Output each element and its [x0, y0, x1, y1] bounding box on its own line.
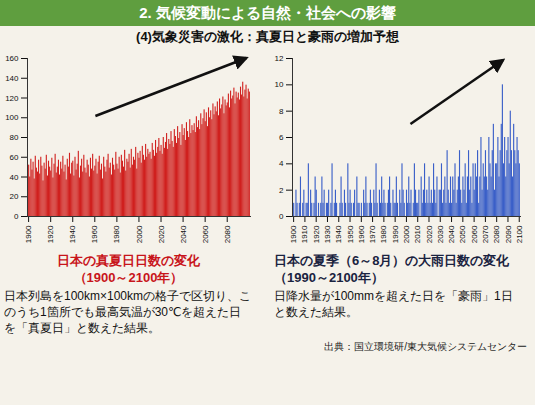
html-text:（1900～2100年）: （1900～2100年） [73, 270, 184, 285]
svg-text:2030: 2030 [436, 225, 445, 243]
svg-text:1900: 1900 [24, 225, 33, 243]
svg-text:2040: 2040 [447, 225, 456, 243]
svg-text:80: 80 [10, 133, 19, 142]
svg-text:2000: 2000 [135, 225, 144, 243]
svg-text:2050: 2050 [458, 225, 467, 243]
svg-text:10: 10 [275, 80, 284, 89]
svg-text:1920: 1920 [46, 225, 55, 243]
svg-text:60: 60 [10, 153, 19, 162]
svg-text:2070: 2070 [481, 225, 490, 243]
html-text:出典：国立環境研/東大気候システムセンター: 出典：国立環境研/東大気候システムセンター [324, 341, 527, 352]
svg-text:20: 20 [10, 192, 19, 201]
svg-text:4: 4 [279, 159, 284, 168]
svg-text:1900: 1900 [289, 225, 298, 243]
svg-text:2040: 2040 [179, 225, 188, 243]
svg-text:1910: 1910 [300, 225, 309, 243]
svg-text:1960: 1960 [357, 225, 366, 243]
svg-text:1950: 1950 [346, 225, 355, 243]
svg-text:2060: 2060 [201, 225, 210, 243]
html-text:日降水量が100mmを超えた日を「豪雨」1日と数えた結果。: 日降水量が100mmを超えた日を「豪雨」1日と数えた結果。 [274, 289, 513, 319]
svg-text:2: 2 [279, 186, 284, 195]
svg-text:2090: 2090 [504, 225, 513, 243]
svg-text:1940: 1940 [334, 225, 343, 243]
svg-text:100: 100 [5, 113, 19, 122]
svg-text:1990: 1990 [391, 225, 400, 243]
svg-text:1960: 1960 [90, 225, 99, 243]
svg-text:2080: 2080 [492, 225, 501, 243]
svg-text:120: 120 [5, 94, 19, 103]
svg-text:6: 6 [279, 133, 284, 142]
html-text:(4)気象災害の激化：真夏日と豪雨の増加予想: (4)気象災害の激化：真夏日と豪雨の増加予想 [136, 29, 399, 44]
svg-text:2010: 2010 [413, 225, 422, 243]
svg-text:1920: 1920 [312, 225, 321, 243]
svg-text:1980: 1980 [112, 225, 121, 243]
svg-text:2020: 2020 [157, 225, 166, 243]
svg-text:0: 0 [14, 212, 19, 221]
svg-text:2080: 2080 [223, 225, 232, 243]
svg-text:12: 12 [275, 54, 284, 63]
svg-text:0: 0 [279, 212, 284, 221]
svg-text:2020: 2020 [425, 225, 434, 243]
html-text:日本列島を100km×100kmの格子で区切り、このうち1箇: 日本列島を100km×100kmの格子で区切り、このうち1箇所でも最高気温が30… [4, 289, 251, 335]
svg-text:8: 8 [279, 107, 284, 116]
html-text:日本の真夏日日数の変化: 日本の真夏日日数の変化 [57, 253, 200, 268]
svg-text:2060: 2060 [470, 225, 479, 243]
svg-text:2100: 2100 [515, 225, 524, 243]
html-text:2. 気候変動による自然・社会への影響: 2. 気候変動による自然・社会への影響 [139, 4, 396, 21]
svg-text:160: 160 [5, 54, 19, 63]
svg-text:2000: 2000 [402, 225, 411, 243]
svg-text:1930: 1930 [323, 225, 332, 243]
svg-text:1980: 1980 [379, 225, 388, 243]
svg-text:1970: 1970 [368, 225, 377, 243]
svg-text:140: 140 [5, 74, 19, 83]
svg-text:1940: 1940 [68, 225, 77, 243]
html-text:日本の夏季（6～8月）の大雨日数の変化（1990～2100年: 日本の夏季（6～8月）の大雨日数の変化（1990～2100年） [274, 253, 510, 285]
svg-text:40: 40 [10, 173, 19, 182]
